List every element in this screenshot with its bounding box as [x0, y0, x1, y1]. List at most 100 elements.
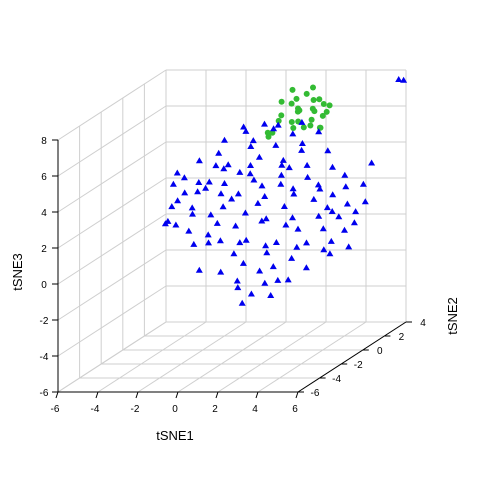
data-point-triangle [261, 279, 269, 286]
data-points [161, 76, 408, 306]
x-tick-mark [55, 391, 59, 399]
data-point-triangle [272, 141, 280, 148]
x-tick-label: 6 [292, 404, 298, 415]
x-tick-label: -2 [131, 404, 140, 415]
data-point-triangle [238, 299, 246, 306]
data-point-triangle [205, 239, 212, 246]
grid-line-left-z [57, 69, 167, 141]
data-point-triangle [274, 276, 282, 283]
data-point-triangle [267, 292, 275, 298]
data-point-triangle [207, 211, 215, 218]
data-point-triangle [328, 208, 336, 214]
data-point-circle [290, 125, 297, 131]
data-point-triangle [316, 185, 324, 192]
data-point-triangle [329, 163, 336, 170]
data-point-triangle [216, 237, 224, 244]
grid-line-floor-x [217, 321, 327, 393]
z-tick-label: -2 [40, 316, 49, 327]
grid-line-floor-x [137, 321, 247, 393]
data-point-triangle [342, 183, 350, 190]
data-point-triangle [247, 143, 255, 149]
plot-grid [57, 69, 407, 393]
data-point-triangle [350, 219, 358, 226]
data-point-triangle [217, 268, 225, 275]
data-point-circle [316, 96, 323, 103]
data-point-triangle [298, 146, 306, 153]
data-point-triangle [368, 159, 376, 166]
data-point-triangle [236, 168, 244, 175]
data-point-triangle [274, 121, 282, 128]
data-point-triangle [302, 264, 310, 271]
data-point-triangle [263, 249, 271, 256]
data-point-triangle [242, 127, 250, 134]
data-point-triangle [341, 171, 349, 178]
data-point-triangle [277, 171, 285, 178]
z-tick-label: 6 [41, 172, 47, 183]
data-point-circle [310, 97, 317, 103]
z-tick-label: -6 [40, 388, 49, 399]
data-point-triangle [341, 226, 348, 233]
data-point-triangle [228, 195, 236, 202]
data-point-triangle [242, 236, 250, 243]
data-point-circle [289, 86, 296, 93]
data-point-triangle [180, 174, 188, 181]
data-point-triangle [249, 137, 257, 144]
data-point-triangle [395, 76, 403, 82]
data-point-triangle [315, 128, 323, 135]
data-point-triangle [224, 161, 232, 168]
data-point-triangle [195, 266, 203, 273]
data-point-circle [326, 102, 333, 109]
plot-axes [52, 139, 412, 399]
data-point-triangle [262, 242, 270, 249]
data-point-triangle [352, 208, 360, 215]
data-point-triangle [172, 221, 180, 228]
grid-line-floor-x [97, 321, 207, 393]
data-point-triangle [293, 243, 301, 250]
data-point-triangle [205, 178, 213, 185]
data-point-triangle [239, 259, 247, 266]
x-tick-mark [95, 391, 99, 399]
data-point-triangle [256, 267, 264, 274]
x-tick-mark [255, 391, 259, 399]
data-point-circle [275, 117, 282, 124]
data-point-triangle [323, 204, 331, 211]
z-tick-label: -4 [40, 352, 49, 363]
data-point-triangle [343, 200, 351, 207]
data-point-circle [300, 124, 307, 131]
tick-labels: -6 -4 -2 0 2 4 6 -6 -4 -2 0 2 4 -6 -4 -2 0 2 4 6 8 [40, 136, 427, 415]
data-point-triangle [173, 169, 181, 176]
data-point-triangle [247, 162, 254, 168]
data-point-triangle [247, 290, 255, 297]
data-point-triangle [361, 198, 369, 205]
x-tick-mark [135, 391, 139, 399]
grid-line-left-z [57, 285, 167, 357]
data-point-triangle [258, 217, 266, 224]
data-point-triangle [269, 263, 277, 270]
data-point-triangle [168, 203, 176, 210]
data-point-triangle [219, 203, 227, 210]
y-tick-label: -6 [311, 388, 320, 399]
data-point-triangle [324, 147, 332, 154]
data-point-triangle [236, 239, 244, 246]
data-point-triangle [161, 220, 169, 227]
data-point-triangle [304, 173, 312, 180]
data-point-triangle [190, 240, 198, 247]
axis-titles: tSNE1 tSNE2 tSNE3 [10, 253, 460, 443]
data-point-triangle [400, 76, 408, 83]
x-tick-label: 0 [172, 404, 178, 415]
z-tick-label: 4 [41, 208, 47, 219]
data-point-triangle [202, 184, 210, 191]
data-point-triangle [220, 165, 228, 172]
data-point-triangle [189, 210, 196, 217]
data-point-triangle [345, 243, 353, 250]
data-point-circle [310, 84, 316, 91]
data-point-triangle [195, 179, 203, 185]
data-point-circle [320, 101, 327, 107]
x-tick-label: -4 [91, 404, 100, 415]
data-point-circle [288, 119, 295, 125]
z-axis-title: tSNE3 [10, 253, 25, 291]
data-point-triangle [241, 209, 249, 216]
data-point-circle [295, 105, 301, 112]
data-point-triangle [230, 250, 238, 257]
